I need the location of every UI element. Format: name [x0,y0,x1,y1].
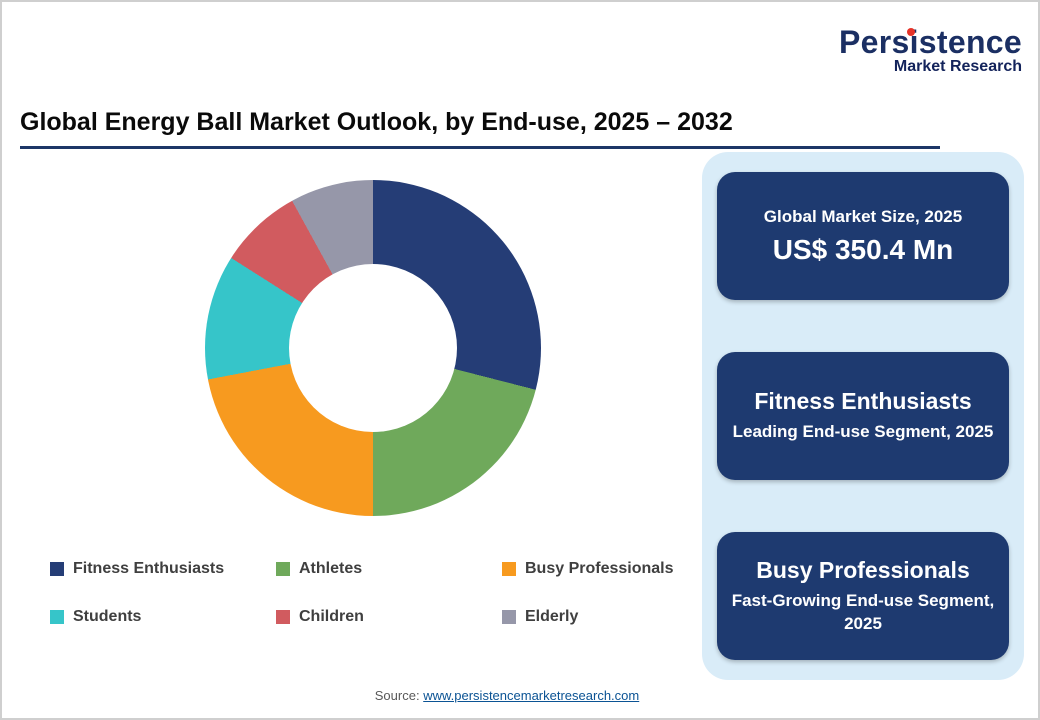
brand-wordmark: Persistence [839,24,1022,60]
legend-item: Busy Professionals [502,560,700,578]
legend-item: Students [50,608,276,626]
title-underline: Global Energy Ball Market Outlook, by En… [20,108,940,149]
fast-growing-segment-name: Busy Professionals [756,556,970,583]
source-line: Source: www.persistencemarketresearch.co… [2,688,1012,703]
market-size-label: Global Market Size, 2025 [763,206,963,226]
market-size-value: US$ 350.4 Mn [772,234,954,266]
donut-hole [289,264,457,432]
market-size-card: Global Market Size, 2025 US$ 350.4 Mn [717,172,1009,300]
legend-swatch [276,610,290,624]
legend-label: Athletes [299,560,363,577]
legend-swatch [50,562,64,576]
brand-logo: Persistence Market Research [839,24,1022,76]
legend-swatch [502,610,516,624]
fast-growing-segment-label: Fast-Growing End-use Segment, 2025 [731,590,995,633]
source-link[interactable]: www.persistencemarketresearch.com [423,688,640,703]
leading-segment-name: Fitness Enthusiasts [754,388,972,415]
brand-red-dot-icon [907,28,916,36]
donut-chart [205,180,541,516]
legend-label: Children [299,608,364,625]
legend-label: Elderly [525,608,579,625]
legend-item: Athletes [276,560,502,578]
legend-label: Students [73,608,142,625]
legend-swatch [50,610,64,624]
brand-subtitle: Market Research [893,58,1022,75]
leading-segment-label: Leading End-use Segment, 2025 [732,422,994,442]
fast-growing-segment-card: Busy Professionals Fast-Growing End-use … [717,532,1009,660]
chart-legend: Fitness Enthusiasts Athletes Busy Professi… [50,560,700,626]
page-title: Global Energy Ball Market Outlook, by En… [20,108,733,136]
brand-name: Persistence [839,24,1022,61]
legend-label: Busy Professionals [525,560,674,577]
legend-item: Fitness Enthusiasts [50,560,276,578]
legend-swatch [276,562,290,576]
source-label: Source: [374,688,420,703]
legend-item: Children [276,608,502,626]
leading-segment-card: Fitness Enthusiasts Leading End-use Segm… [717,352,1009,480]
legend-label: Fitness Enthusiasts [73,560,225,577]
highlights-panel: Global Market Size, 2025 US$ 350.4 Mn Fi… [702,152,1024,680]
legend-swatch [502,562,516,576]
legend-item: Elderly [502,608,700,626]
